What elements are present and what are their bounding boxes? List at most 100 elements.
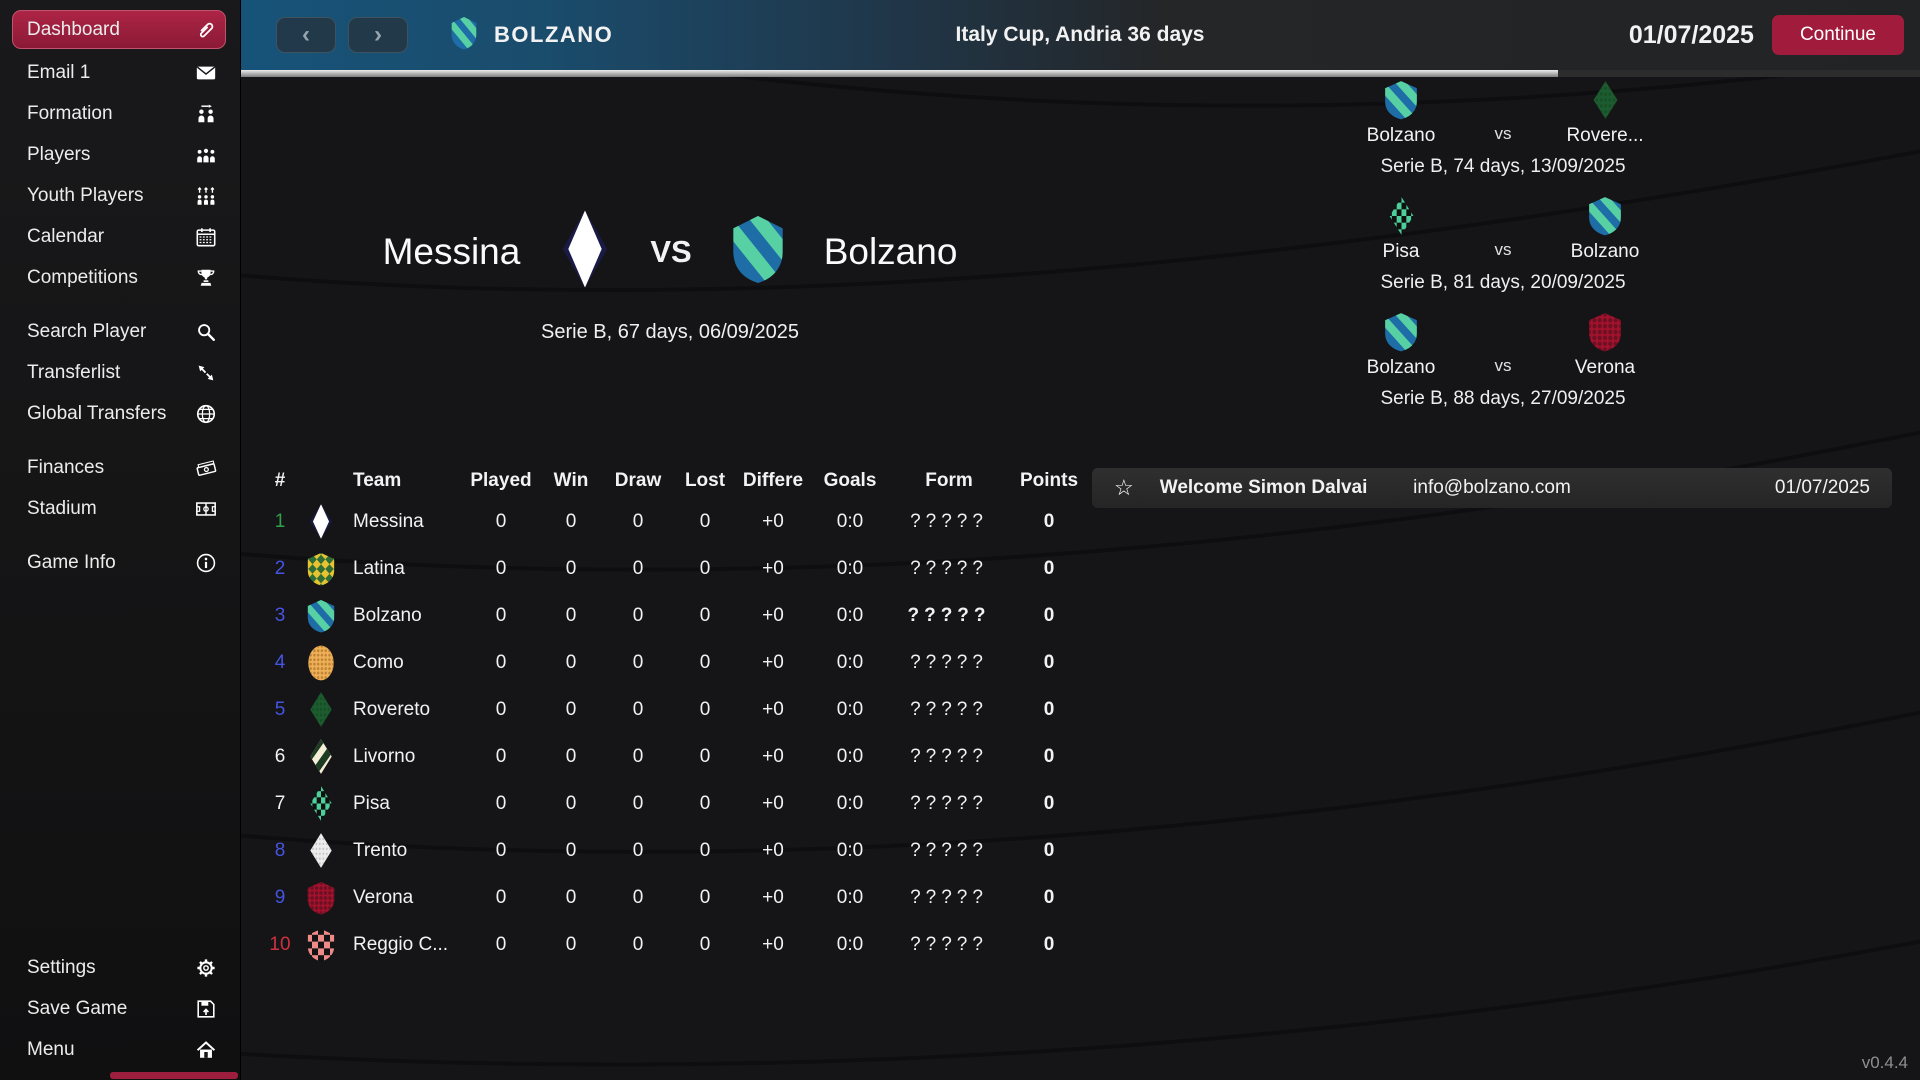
cell-team-name: Rovereto [353,698,431,720]
team-logo-pisa [295,785,347,822]
team-logo-bolzano [1383,78,1419,120]
home-icon [194,1038,218,1062]
sidebar-item-label: Save Game [27,997,128,1019]
cell-win: 0 [565,510,577,532]
version-label: v0.4.4 [1861,1053,1908,1072]
sidebar-item-search-player[interactable]: Search Player [0,311,240,352]
home-team-name: Messina [382,230,521,272]
table-row-livorno[interactable]: 6 Livorno 0 0 0 0 +0 0:0????? 0 [265,733,1095,780]
sidebar-item-players[interactable]: Players [0,134,240,175]
cell-lost: 0 [699,886,711,908]
sidebar-item-settings[interactable]: Settings [0,947,240,988]
sidebar-item-label: Settings [27,956,96,978]
sidebar-item-label: Youth Players [27,184,144,206]
cell-played: 0 [495,839,507,861]
cell-draw: 0 [632,698,644,720]
cell-win: 0 [565,792,577,814]
welcome-bar[interactable]: ☆ info@bolzano.com Welcome Simon Dalvai … [1092,468,1892,508]
back-button[interactable]: ‹ [276,17,336,53]
sidebar-item-menu[interactable]: Menu [0,1029,240,1070]
cell-lost: 0 [699,698,711,720]
team-logo-bolzano [295,599,347,633]
club-name: BOLZANO [494,22,614,47]
table-row-verona[interactable]: 9 Verona 0 0 0 0 +0 0:0????? 0 [265,874,1095,921]
gear-icon [194,956,218,980]
cell-win: 0 [565,886,577,908]
table-row-rovereto[interactable]: 5 Rovereto 0 0 0 0 +0 0:0????? 0 [265,686,1095,733]
cell-lost: 0 [699,839,711,861]
welcome-email: info@bolzano.com [1413,477,1571,498]
cell-difference: +0 [762,886,784,908]
fixture[interactable]: Pisa vs Bolzano Serie B, 81 days, 20/09/… [1338,194,1668,294]
horizontal-scrollbar-thumb[interactable] [240,70,1558,77]
sidebar-item-dashboard[interactable]: Dashboard [12,10,226,49]
match-detail: Serie B, 67 days, 06/09/2025 [541,321,799,343]
fixtures-panel: Bolzano vs Rovere... Serie B, 74 days, 1… [1338,78,1668,426]
cell-position: 8 [274,839,286,861]
sidebar-item-label: Stadium [27,497,97,519]
continue-button[interactable]: Continue [1771,15,1904,55]
cell-win: 0 [565,745,577,767]
cell-points: 0 [1043,839,1055,861]
team-logo-latina [295,552,347,586]
cell-team-name: Messina [353,510,424,532]
cell-lost: 0 [699,792,711,814]
table-row-messina[interactable]: 1 Messina 0 0 0 0 +0 0:0????? 0 [265,498,1095,545]
sidebar-item-game-info[interactable]: Game Info [0,542,240,583]
sidebar-item-label: Game Info [27,551,116,573]
sidebar-item-global-transfers[interactable]: Global Transfers [0,393,240,434]
cell-difference: +0 [762,745,784,767]
table-row-como[interactable]: 4 Como 0 0 0 0 +0 0:0????? 0 [265,639,1095,686]
sidebar-item-formation[interactable]: Formation [0,93,240,134]
fixture-home-team: Bolzano [1338,310,1464,379]
cell-goals: 0:0 [836,792,864,814]
col-header-draw: Draw [614,470,662,491]
table-row-reggio[interactable]: 10 Reggio C... 0 0 0 0 +0 0:0????? 0 [265,921,1095,968]
cell-position: 9 [274,886,286,908]
cell-win: 0 [565,604,577,626]
sidebar-scrollbar-thumb[interactable] [110,1072,238,1079]
cell-form: ????? [910,933,988,955]
fixture[interactable]: Bolzano vs Verona Serie B, 88 days, 27/0… [1338,310,1668,410]
fixture-away-name: Verona [1574,357,1636,378]
cell-played: 0 [495,933,507,955]
fixture-away-name: Bolzano [1570,241,1640,262]
horizontal-scrollbar[interactable] [240,70,1920,77]
cell-points: 0 [1043,698,1055,720]
table-row-bolzano[interactable]: 3 Bolzano 0 0 0 0 +0 0:0????? 0 [265,592,1095,639]
fixture-home-name: Pisa [1382,241,1420,262]
sidebar-item-competitions[interactable]: Competitions [0,257,240,298]
table-row-trento[interactable]: 8 Trento 0 0 0 0 +0 0:0????? 0 [265,827,1095,874]
cell-form: ????? [907,604,991,626]
sidebar-item-calendar[interactable]: Calendar [0,216,240,257]
sidebar-item-stadium[interactable]: Stadium [0,488,240,529]
sidebar-item-youth-players[interactable]: Youth Players [0,175,240,216]
sidebar-item-email[interactable]: Email 1 [0,52,240,93]
cell-form: ????? [910,557,988,579]
cell-win: 0 [565,651,577,673]
forward-button[interactable]: › [348,17,408,53]
sidebar-item-finances[interactable]: Finances [0,447,240,488]
cell-lost: 0 [699,745,711,767]
table-row-latina[interactable]: 2 Latina 0 0 0 0 +0 0:0????? 0 [265,545,1095,592]
cell-form: ????? [910,651,988,673]
cell-draw: 0 [632,510,644,532]
table-row-pisa[interactable]: 7 Pisa 0 0 0 0 +0 0:0????? 0 [265,780,1095,827]
cell-goals: 0:0 [836,933,864,955]
cell-position: 3 [274,604,286,626]
vs-label: VS [650,233,692,269]
cell-form: ????? [910,886,988,908]
team-logo-rovereto [295,691,347,728]
cell-lost: 0 [699,557,711,579]
sidebar-item-transferlist[interactable]: Transferlist [0,352,240,393]
trophy-icon [194,266,218,290]
cell-team-name: Reggio C... [353,933,449,955]
cell-played: 0 [495,698,507,720]
col-header-lost: Lost [684,470,726,491]
col-header-played: Played [470,470,532,491]
formation-icon [194,102,218,126]
sidebar-item-save-game[interactable]: Save Game [0,988,240,1029]
col-header-differe: Differe [742,470,804,491]
fixture[interactable]: Bolzano vs Rovere... Serie B, 74 days, 1… [1338,78,1668,178]
club-logo-bolzano [450,16,478,55]
